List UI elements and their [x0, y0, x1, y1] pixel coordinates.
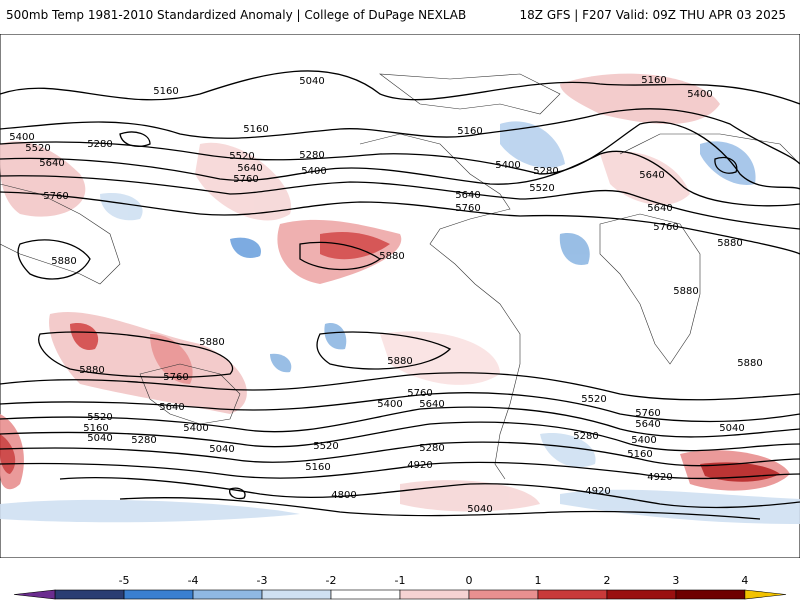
contour-label: 5880 [673, 286, 698, 297]
contour-label: 5400 [631, 435, 656, 446]
cold-anomaly-shading [0, 121, 800, 524]
contour-label: 5880 [379, 251, 404, 262]
contour-label: 5040 [209, 444, 234, 455]
contour-label: 5160 [457, 126, 482, 137]
contour-label: 5160 [83, 423, 108, 434]
contour-label: 5160 [243, 124, 268, 135]
contour-label: 5880 [79, 365, 104, 376]
contour-label: 5400 [301, 166, 326, 177]
contour-label: 4920 [407, 460, 432, 471]
colorbar-swatch [192, 589, 263, 600]
header-bar: 500mb Temp 1981-2010 Standardized Anomal… [0, 0, 800, 30]
contour-label: 5160 [641, 75, 666, 86]
colorbar-tick-label: -4 [188, 574, 199, 587]
colorbar-swatch [399, 589, 470, 600]
colorbar-tick-label: -1 [395, 574, 406, 587]
colorbar-swatch [675, 589, 746, 600]
contour-label: 4800 [331, 490, 356, 501]
contour-label: 5280 [131, 435, 156, 446]
colorbar-tick-label: 3 [672, 574, 679, 587]
contour-label: 5040 [719, 423, 744, 434]
colorbar-swatches [13, 589, 787, 600]
colorbar-swatch [744, 589, 787, 600]
contour-label: 5520 [229, 151, 254, 162]
contour-label: 5280 [573, 431, 598, 442]
colorbar-swatch [468, 589, 539, 600]
contour-label: 5640 [39, 158, 64, 169]
colorbar-swatch [330, 589, 401, 600]
contour-label: 5400 [377, 399, 402, 410]
model-run-info: 18Z GFS | F207 Valid: 09Z THU APR 03 202… [519, 8, 786, 22]
contour-label: 5520 [581, 394, 606, 405]
contour-label: 5520 [25, 143, 50, 154]
contour-label: 5280 [419, 443, 444, 454]
contour-label: 5760 [455, 203, 480, 214]
colorbar-swatch [537, 589, 608, 600]
contour-label: 5520 [529, 183, 554, 194]
contour-label: 5400 [183, 423, 208, 434]
contour-label: 5880 [51, 256, 76, 267]
colorbar-swatch [54, 589, 125, 600]
colorbar-tick-label: 0 [465, 574, 472, 587]
colorbar-swatch [123, 589, 194, 600]
colorbar-swatch [606, 589, 677, 600]
contour-label: 5520 [313, 441, 338, 452]
contour-label: 5400 [687, 89, 712, 100]
contour-label: 5640 [455, 190, 480, 201]
contour-label: 4920 [585, 486, 610, 497]
contour-label: 5760 [163, 372, 188, 383]
colorbar-tick-label: -2 [326, 574, 337, 587]
colorbar-tick-label: 1 [534, 574, 541, 587]
contour-label: 5880 [199, 337, 224, 348]
contour-label: 5880 [387, 356, 412, 367]
contour-label: 5040 [87, 433, 112, 444]
colorbar-swatch [13, 589, 56, 600]
contour-label: 5280 [533, 166, 558, 177]
contour-label: 5160 [305, 462, 330, 473]
height-contours [0, 70, 800, 520]
contour-label: 5760 [635, 408, 660, 419]
contour-label: 5640 [647, 203, 672, 214]
colorbar-tick-label: 2 [603, 574, 610, 587]
contour-label: 5880 [737, 358, 762, 369]
colorbar-tick-label: 4 [741, 574, 748, 587]
contour-label: 5400 [9, 132, 34, 143]
contour-label: 5640 [639, 170, 664, 181]
contour-label: 5040 [467, 504, 492, 515]
contour-label: 5760 [653, 222, 678, 233]
contour-label: 5760 [43, 191, 68, 202]
contour-label: 5880 [717, 238, 742, 249]
contour-label: 5040 [299, 76, 324, 87]
contour-label: 5280 [299, 150, 324, 161]
contour-label: 4920 [647, 472, 672, 483]
colorbar: -5-4-3-2-1012345 [13, 574, 787, 600]
contour-label: 5160 [627, 449, 652, 460]
colorbar-ticks: -5-4-3-2-1012345 [119, 574, 749, 587]
colorbar-tick-label: -5 [119, 574, 130, 587]
contour-label: 5640 [237, 163, 262, 174]
colorbar-tick-label: -3 [257, 574, 268, 587]
colorbar-swatch [261, 589, 332, 600]
map-title: 500mb Temp 1981-2010 Standardized Anomal… [6, 8, 467, 22]
contour-label: 5640 [635, 419, 660, 430]
contour-label: 5760 [233, 174, 258, 185]
contour-label: 5760 [407, 388, 432, 399]
contour-label: 5640 [419, 399, 444, 410]
contour-label: 5520 [87, 412, 112, 423]
contour-label: 5640 [159, 402, 184, 413]
contour-label: 5280 [87, 139, 112, 150]
contour-label: 5400 [495, 160, 520, 171]
contour-label: 5160 [153, 86, 178, 97]
